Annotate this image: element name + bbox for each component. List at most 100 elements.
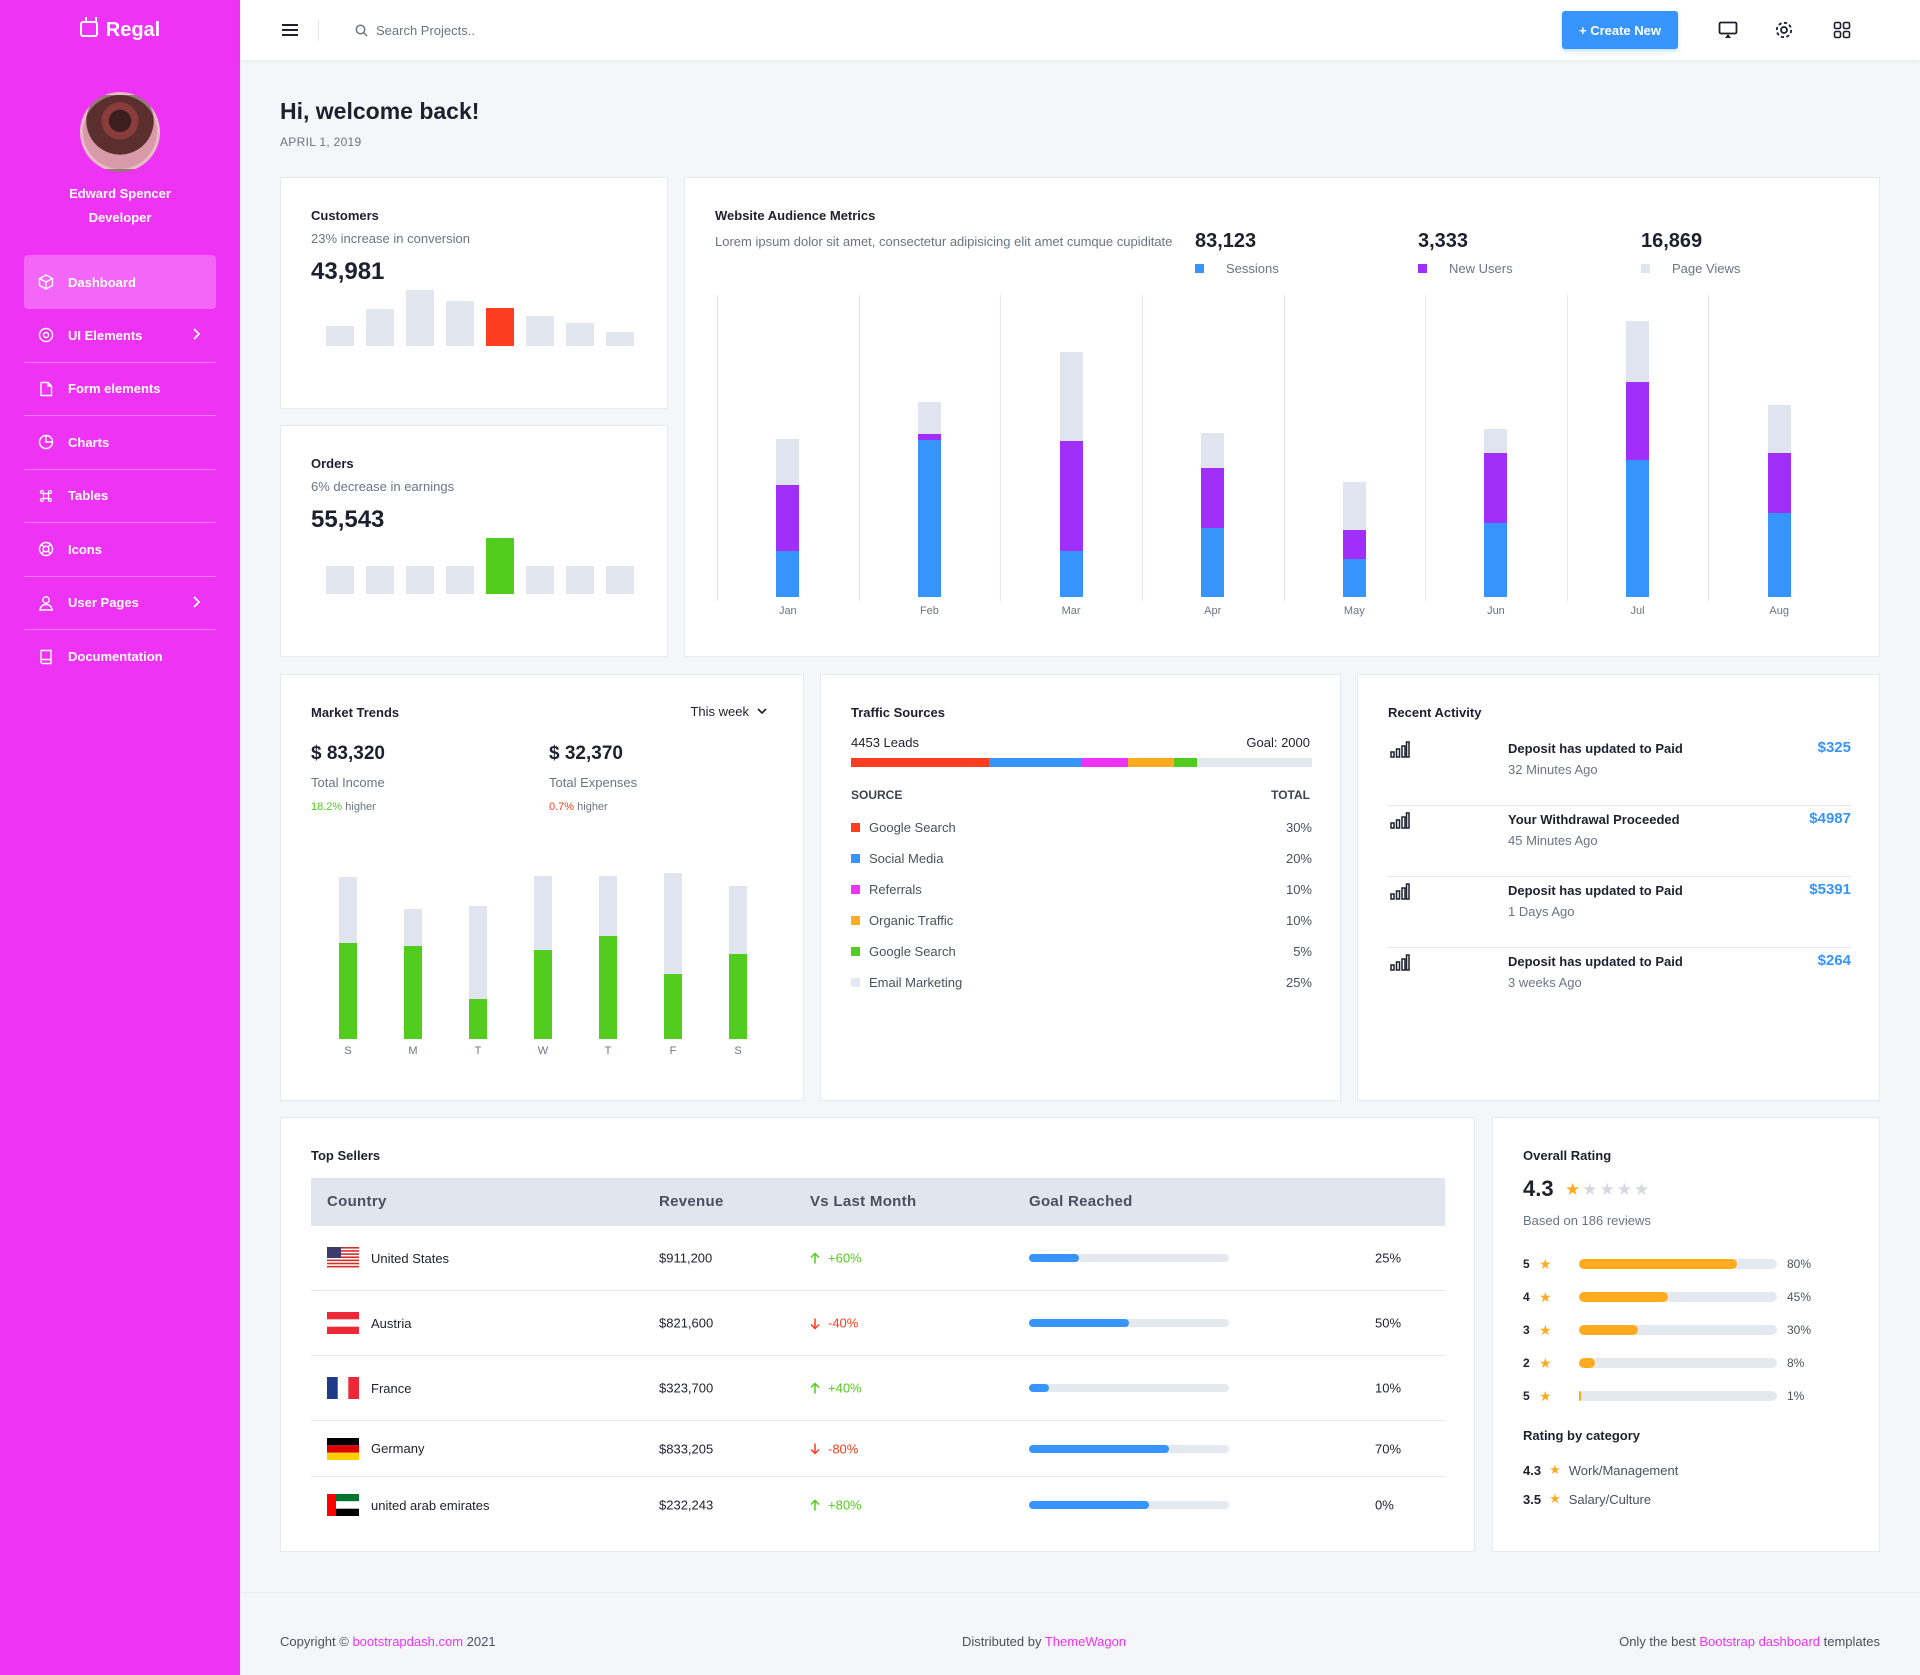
traffic-total: 5%: [1293, 944, 1312, 959]
footer-copyright: Copyright © bootstrapdash.com 2021: [280, 1634, 496, 1649]
orders-bar: [446, 566, 474, 594]
activity-amount: $4987: [1809, 810, 1851, 827]
bar-new-users: [917, 434, 941, 440]
sidebar-item-ui-elements[interactable]: UI Elements: [24, 309, 216, 363]
rating-percent: 45%: [1787, 1290, 1812, 1304]
goal-percent: 70%: [1375, 1441, 1402, 1456]
legend-swatch: [851, 854, 860, 863]
bar-new-users: [1201, 468, 1225, 528]
customers-bar: [566, 323, 594, 346]
themewagon-link[interactable]: ThemeWagon: [1044, 1634, 1127, 1649]
bootstrapdash-link[interactable]: bootstrapdash.com: [352, 1634, 464, 1649]
activity-item[interactable]: Deposit has updated to Paid 3 weeks Ago $2…: [1388, 948, 1851, 1019]
x-tick-label: Mar: [1061, 605, 1081, 617]
orders-bar: [366, 566, 394, 594]
avatar[interactable]: [80, 92, 160, 172]
sidebar-item-charts[interactable]: Charts: [24, 416, 216, 470]
income-change-suffix: higher: [342, 801, 376, 813]
uae-flag-icon: [327, 1494, 359, 1516]
create-new-button[interactable]: + Create New: [1562, 11, 1678, 49]
range-dropdown[interactable]: This week: [690, 704, 767, 719]
brand[interactable]: Regal: [0, 0, 240, 60]
orders-subtitle: 6% decrease in earnings: [311, 479, 455, 494]
activity-time: 45 Minutes Ago: [1508, 833, 1598, 848]
arrow-down-icon: [810, 1443, 820, 1455]
cube-icon: [38, 274, 54, 290]
customers-bar: [406, 290, 434, 346]
column-goal-reached[interactable]: Goal Reached: [1029, 1193, 1133, 1210]
bar-sessions: [776, 551, 800, 597]
traffic-stacked-bar: [851, 758, 1312, 767]
recent-activity-card: Recent Activity Deposit has updated to P…: [1357, 674, 1880, 1101]
bar-total-income: [664, 974, 682, 1039]
x-tick-label: May: [1343, 605, 1365, 617]
traffic-source: Email Marketing: [869, 975, 963, 990]
traffic-row: Google Search 30%: [851, 820, 1312, 835]
bar-page-views: [1342, 482, 1366, 530]
sidebar-item-form-elements[interactable]: Form elements: [24, 363, 216, 416]
market-title: Market Trends: [311, 705, 400, 720]
sidebar-item-documentation[interactable]: Documentation: [24, 630, 216, 684]
customers-minichart: [326, 286, 634, 346]
distributed-prefix: Distributed by: [962, 1634, 1045, 1649]
x-tick-label: Aug: [1769, 605, 1789, 617]
search-input[interactable]: Search Projects..: [355, 23, 475, 38]
bar-chart-icon: [1390, 741, 1410, 759]
bar-sessions: [1484, 523, 1508, 597]
table-row[interactable]: Germany $833,205 -80% 70%: [311, 1421, 1445, 1477]
bar-new-users: [1767, 453, 1791, 513]
x-tick-label: M: [408, 1045, 418, 1057]
traffic-segment: [1196, 758, 1312, 767]
legend-swatch: [851, 823, 860, 832]
traffic-total: 25%: [1285, 975, 1312, 990]
tagline-suffix: templates: [1820, 1634, 1880, 1649]
orders-bar: [406, 566, 434, 594]
country-name: Austria: [371, 1315, 412, 1331]
star-icon: ★: [1549, 1462, 1561, 1477]
expenses-label: Total Expenses: [549, 775, 638, 790]
sidebar-item-dashboard[interactable]: Dashboard: [24, 255, 216, 309]
activity-item[interactable]: Your Withdrawal Proceeded 45 Minutes Ago $…: [1388, 806, 1851, 877]
revenue-cell: $323,700: [659, 1380, 714, 1396]
legend-swatch: [1641, 264, 1650, 273]
sidebar-item-tables[interactable]: Tables: [24, 470, 216, 523]
column-vs-last-month[interactable]: Vs Last Month: [810, 1193, 917, 1210]
goal-progress-fill: [1029, 1501, 1149, 1509]
traffic-source: Google Search: [869, 820, 956, 835]
metric-legend: Page Views: [1641, 261, 1740, 276]
rating-row: 2 ★ 8%: [1523, 1355, 1813, 1371]
activity-item[interactable]: Deposit has updated to Paid 1 Days Ago $53…: [1388, 877, 1851, 948]
page-title: Hi, welcome back!: [280, 98, 480, 124]
orders-title: Orders: [311, 456, 354, 471]
hamburger-menu-icon[interactable]: [282, 24, 298, 36]
orders-bar: [566, 566, 594, 594]
activity-time: 1 Days Ago: [1508, 904, 1575, 919]
table-row[interactable]: united arab emirates $232,243 +80% 0%: [311, 1477, 1445, 1533]
goal-percent: 50%: [1375, 1315, 1402, 1331]
bootstrap-dashboard-link[interactable]: Bootstrap dashboard: [1699, 1634, 1821, 1649]
table-row[interactable]: France $323,700 +40% 10%: [311, 1356, 1445, 1421]
grid-apps-icon[interactable]: [1832, 20, 1852, 40]
column-revenue[interactable]: Revenue: [659, 1193, 724, 1210]
rating-progress-bar: [1579, 1391, 1777, 1401]
goal-cell: [1029, 1254, 1229, 1262]
sidebar-item-user-pages[interactable]: User Pages: [24, 577, 216, 630]
monitor-icon[interactable]: [1718, 20, 1738, 40]
rating-progress-bar: [1579, 1358, 1777, 1368]
sidebar-item-icons[interactable]: Icons: [24, 523, 216, 577]
table-row[interactable]: United States $911,200 +60% 25%: [311, 1226, 1445, 1291]
country-name: United States: [371, 1250, 450, 1266]
table-row[interactable]: Austria $821,600 -40% 50%: [311, 1291, 1445, 1356]
traffic-total: 20%: [1285, 851, 1312, 866]
audience-description: Lorem ipsum dolor sit amet, consectetur …: [715, 234, 1173, 249]
change-value: -40%: [828, 1315, 859, 1331]
settings-icon[interactable]: [1774, 20, 1794, 40]
change-cell: +80%: [810, 1498, 862, 1513]
activity-item[interactable]: Deposit has updated to Paid 32 Minutes Ag…: [1388, 735, 1851, 806]
column-country[interactable]: Country: [327, 1193, 387, 1210]
star-icon: ★: [1549, 1491, 1561, 1506]
bar-sessions: [1342, 559, 1366, 597]
profile-role: Developer: [88, 210, 152, 225]
gridline: [1000, 295, 1002, 601]
bar-total-expenses: [339, 877, 357, 943]
